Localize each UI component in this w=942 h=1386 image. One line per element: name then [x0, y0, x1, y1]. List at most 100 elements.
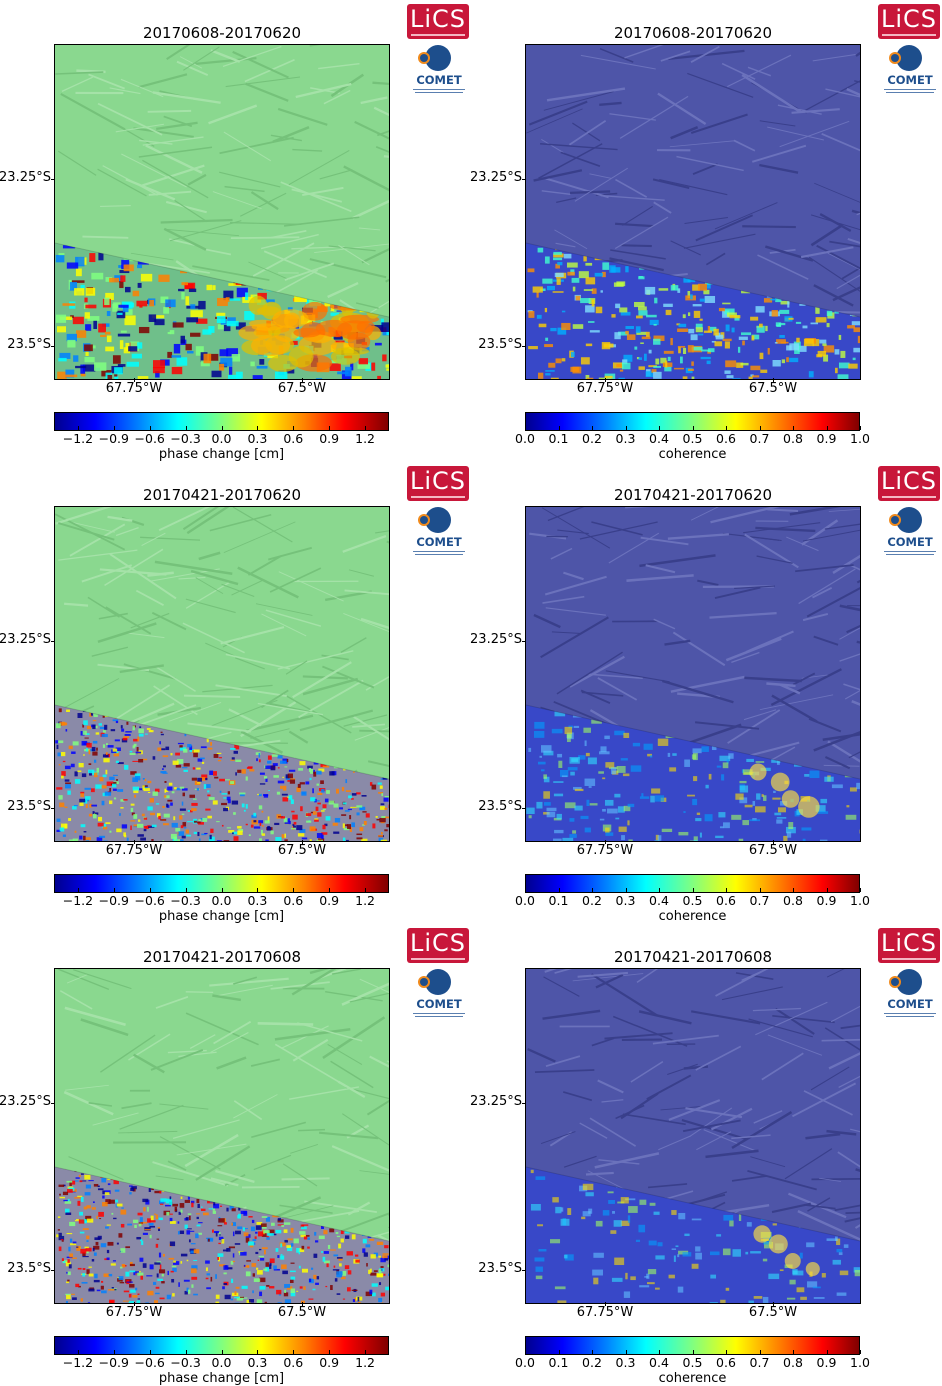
- latitude-tick: [522, 1270, 526, 1271]
- colorbar-tick: [826, 888, 828, 892]
- colorbar-tick-label: 0.9: [816, 431, 837, 446]
- latitude-label: 23.25°S: [0, 632, 51, 647]
- colorbar-tick-label: 0.0: [211, 431, 232, 446]
- longitude-label: 67.5°W: [748, 381, 798, 396]
- colorbar-tick-label: 0.3: [247, 1355, 268, 1370]
- colorbar-tick-label: 0.7: [749, 1355, 770, 1370]
- comet-logo-subtitle-2: [415, 92, 463, 93]
- longitude-tick: [302, 1302, 303, 1306]
- colorbar-tick: [329, 888, 331, 892]
- lics-logo: LiCS: [407, 4, 469, 39]
- colorbar-tick: [293, 1350, 295, 1354]
- panel-phase: 20170421-20170608 23.25°S 23.5°S 67.75°W 67.…: [0, 924, 471, 1386]
- colorbar-tick-label: 0.3: [615, 893, 636, 908]
- lics-logo-subtitle: [411, 496, 465, 498]
- colorbar-tick-label: 0.6: [716, 1355, 736, 1370]
- colorbar-tick: [257, 426, 259, 430]
- comet-logo-subtitle-2: [886, 554, 934, 555]
- colorbar-tick: [558, 426, 560, 430]
- latitude-label: 23.5°S: [478, 799, 522, 814]
- latitude-label: 23.25°S: [0, 1094, 51, 1109]
- colorbar-tick: [149, 426, 151, 430]
- longitude-label: 67.75°W: [105, 1305, 163, 1320]
- longitude-tick: [605, 378, 606, 382]
- longitude-label: 67.75°W: [576, 381, 634, 396]
- comet-logo-subtitle: [884, 551, 936, 552]
- colorbar-tick: [759, 888, 761, 892]
- colorbar-tick: [759, 1350, 761, 1354]
- colorbar: [525, 1336, 860, 1355]
- panel-title: 20170421-20170620: [142, 486, 302, 504]
- longitude-tick: [773, 1302, 774, 1306]
- colorbar-tick: [726, 888, 727, 892]
- colorbar-tick: [692, 888, 694, 892]
- latitude-label: 23.25°S: [470, 170, 522, 185]
- colorbar-tick: [659, 888, 660, 892]
- lics-logo-text: LiCS: [409, 929, 467, 957]
- colorbar-tick-label: 0.3: [615, 431, 636, 446]
- colorbar-tick-label: 0.1: [548, 1355, 569, 1370]
- colorbar-tick-label: 0.3: [615, 1355, 636, 1370]
- colorbar-tick-label: 0.2: [582, 431, 602, 446]
- colorbar-tick-label: 0.6: [283, 893, 304, 908]
- longitude-label: 67.5°W: [277, 1305, 327, 1320]
- colorbar: [525, 412, 860, 431]
- latitude-tick: [51, 641, 55, 642]
- colorbar-tick-label: 0.8: [783, 893, 803, 908]
- comet-orbit-inner: [420, 54, 428, 62]
- latitude-label: 23.25°S: [470, 1094, 522, 1109]
- longitude-tick: [302, 378, 303, 382]
- colorbar-tick-label: 0.4: [649, 893, 669, 908]
- colorbar-tick-label: −0.3: [170, 431, 201, 446]
- latitude-tick: [522, 641, 526, 642]
- colorbar-tick-label: −1.2: [62, 431, 94, 446]
- map-image: [526, 969, 860, 1303]
- comet-logo-subtitle-2: [886, 1016, 934, 1017]
- colorbar-tick-label: −1.2: [62, 893, 94, 908]
- map-frame: [525, 44, 861, 380]
- panel-coherence: 20170421-20170620 23.25°S 23.5°S 67.75°W 67.…: [470, 462, 942, 924]
- colorbar-tick: [592, 426, 593, 430]
- longitude-tick: [302, 840, 303, 844]
- comet-orbit-inner: [891, 978, 899, 986]
- colorbar-tick-label: −0.6: [134, 431, 165, 446]
- colorbar-tick: [525, 1350, 526, 1354]
- colorbar-tick: [692, 1350, 694, 1354]
- lics-logo-text: LiCS: [880, 467, 938, 495]
- longitude-label: 67.75°W: [105, 843, 163, 858]
- comet-logo-subtitle: [884, 89, 936, 90]
- colorbar-ticks: −1.2 −0.9 −0.6 −0.3 0.0 0.3 0.6 0.9 1.2: [54, 431, 389, 447]
- latitude-tick: [51, 808, 55, 809]
- comet-logo-text: COMET: [416, 535, 462, 549]
- latitude-label: 23.5°S: [7, 1261, 51, 1276]
- colorbar-tick: [365, 1350, 367, 1354]
- colorbar-tick: [659, 1350, 660, 1354]
- latitude-label: 23.25°S: [470, 632, 522, 647]
- colorbar-tick: [860, 1350, 861, 1354]
- colorbar-label: coherence: [658, 909, 727, 924]
- longitude-label: 67.5°W: [277, 843, 327, 858]
- latitude-tick: [51, 346, 55, 347]
- comet-logo-subtitle-2: [886, 92, 934, 93]
- colorbar-tick: [592, 1350, 593, 1354]
- colorbar-label: phase change [cm]: [158, 1371, 285, 1386]
- colorbar-tick: [221, 1350, 223, 1354]
- colorbar-tick-label: 0.5: [682, 893, 703, 908]
- comet-logo-text: COMET: [416, 73, 462, 87]
- colorbar-tick-label: 0.7: [749, 431, 770, 446]
- colorbar: [525, 874, 860, 893]
- latitude-label: 23.5°S: [7, 799, 51, 814]
- latitude-label: 23.5°S: [478, 337, 522, 352]
- comet-logo-text: COMET: [416, 997, 462, 1011]
- colorbar-tick: [185, 1350, 187, 1354]
- colorbar-tick-label: 0.9: [319, 431, 340, 446]
- comet-logo: COMET: [880, 45, 940, 99]
- lics-logo-text: LiCS: [880, 5, 938, 33]
- colorbar-tick-label: 0.2: [582, 1355, 602, 1370]
- latitude-label: 23.25°S: [0, 170, 51, 185]
- colorbar-tick: [793, 888, 794, 892]
- colorbar-tick-label: 0.0: [211, 893, 232, 908]
- colorbar-tick-label: 0.9: [319, 1355, 340, 1370]
- colorbar-tick-label: 0.3: [247, 893, 268, 908]
- lics-logo: LiCS: [878, 4, 940, 39]
